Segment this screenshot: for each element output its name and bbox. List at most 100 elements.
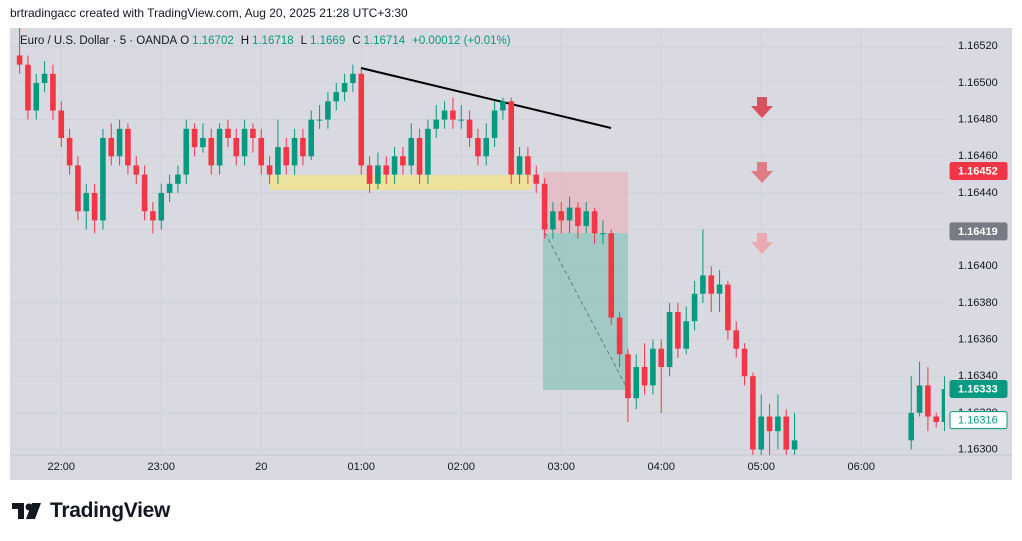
- candle-body: [50, 73, 56, 111]
- candle-body: [58, 110, 65, 138]
- candle-body: [283, 147, 290, 166]
- candle-body: [575, 207, 581, 226]
- candle-body: [333, 92, 340, 102]
- candle-body: [233, 137, 240, 157]
- candle-body: [450, 110, 456, 120]
- candle-body: [641, 367, 648, 386]
- y-tick-label: 1.16460: [958, 150, 998, 162]
- symbol-legend: Euro / U.S. Dollar · 5 · OANDA O 1.16702 H…: [20, 35, 515, 47]
- candle-body: [458, 119, 465, 121]
- candle-body: [916, 385, 923, 413]
- candle-body: [491, 110, 498, 138]
- candle-body: [275, 147, 281, 175]
- candle-body: [533, 174, 540, 184]
- ohlc-value: 1.1669: [310, 35, 346, 47]
- candle-body: [83, 192, 90, 212]
- ohlc-key: L: [300, 35, 308, 47]
- candle-body: [550, 211, 556, 230]
- candle-body: [308, 119, 315, 157]
- candle-body: [650, 348, 656, 386]
- candle-body: [125, 128, 131, 166]
- candle-body: [208, 137, 215, 166]
- x-tick-label: 05:00: [747, 461, 775, 473]
- candle-body: [91, 192, 98, 221]
- candle-body: [725, 284, 731, 331]
- y-tick-label: 1.16380: [958, 297, 998, 309]
- candle-body: [41, 73, 48, 83]
- candle-body: [408, 137, 415, 166]
- candle-body: [625, 354, 631, 399]
- candle-body: [925, 385, 931, 417]
- candle-body: [150, 211, 156, 221]
- candle-body: [633, 367, 640, 399]
- candle-body: [516, 156, 523, 175]
- chart: 1.163001.163201.163401.163601.163801.164…: [10, 28, 1012, 480]
- zone: [270, 175, 532, 190]
- y-tick-label: 1.16400: [958, 260, 998, 272]
- candle-body: [191, 128, 198, 148]
- candle-body: [400, 156, 406, 166]
- candle-body: [316, 119, 323, 121]
- candle-body: [508, 101, 515, 175]
- candle-body: [341, 82, 348, 93]
- candle-body: [166, 183, 173, 193]
- candle-body: [783, 416, 790, 450]
- candle-body: [416, 137, 423, 175]
- candle-body: [600, 233, 606, 235]
- logo-icon: [12, 503, 41, 519]
- candle-body: [733, 330, 740, 349]
- candle-body: [775, 416, 781, 432]
- candle-body: [475, 137, 481, 157]
- price-badge-label: 1.16452: [958, 165, 998, 177]
- ohlc-key: C: [352, 35, 361, 47]
- candle-body: [325, 101, 331, 120]
- x-tick-label: 20: [255, 461, 267, 473]
- arrow: [751, 162, 773, 183]
- y-tick-label: 1.16500: [958, 77, 998, 89]
- candle-body: [758, 416, 765, 450]
- candle-body: [216, 128, 223, 166]
- candle-body: [133, 165, 140, 175]
- x-tick-label: 06:00: [847, 461, 875, 473]
- candle-body: [183, 128, 190, 175]
- candle-body: [525, 156, 531, 175]
- y-tick-label: 1.16480: [958, 114, 998, 126]
- candle-body: [225, 128, 231, 138]
- candle-body: [100, 137, 106, 221]
- candle-body: [908, 412, 915, 441]
- candle-body: [658, 348, 665, 368]
- candle-body: [750, 376, 756, 450]
- price-badge: [949, 222, 1008, 241]
- candle-body: [466, 119, 473, 138]
- candle-body: [766, 416, 773, 432]
- candle-body: [566, 207, 573, 221]
- price-badge: [949, 380, 1008, 399]
- change: +0.00012 (+0.01%): [412, 35, 511, 47]
- candle-body: [350, 73, 356, 83]
- candle-body: [616, 317, 623, 355]
- candle-body: [941, 389, 945, 423]
- symbol-title: Euro / U.S. Dollar · 5 · OANDA: [20, 35, 178, 47]
- y-tick-label: 1.16520: [958, 40, 998, 52]
- trend-line: [360, 67, 612, 129]
- logo: TradingView: [12, 499, 170, 523]
- candle-body: [933, 416, 940, 423]
- x-tick-label: 04:00: [647, 461, 675, 473]
- candle-body: [666, 312, 673, 368]
- arrow: [751, 97, 773, 118]
- x-tick-label: 03:00: [547, 461, 575, 473]
- candle-body: [25, 64, 31, 111]
- price-badge-label: 1.16419: [958, 226, 998, 238]
- y-tick-label: 1.16340: [958, 370, 998, 382]
- candle-body: [700, 275, 706, 294]
- candle-body: [683, 321, 690, 349]
- path-line: [544, 232, 629, 391]
- candle-body: [708, 275, 715, 294]
- candle-body: [391, 156, 398, 175]
- candle-body: [16, 55, 23, 65]
- candle-body: [266, 165, 273, 175]
- candle-body: [608, 233, 615, 318]
- candle-body: [250, 128, 256, 138]
- logo-text: TradingView: [50, 499, 171, 522]
